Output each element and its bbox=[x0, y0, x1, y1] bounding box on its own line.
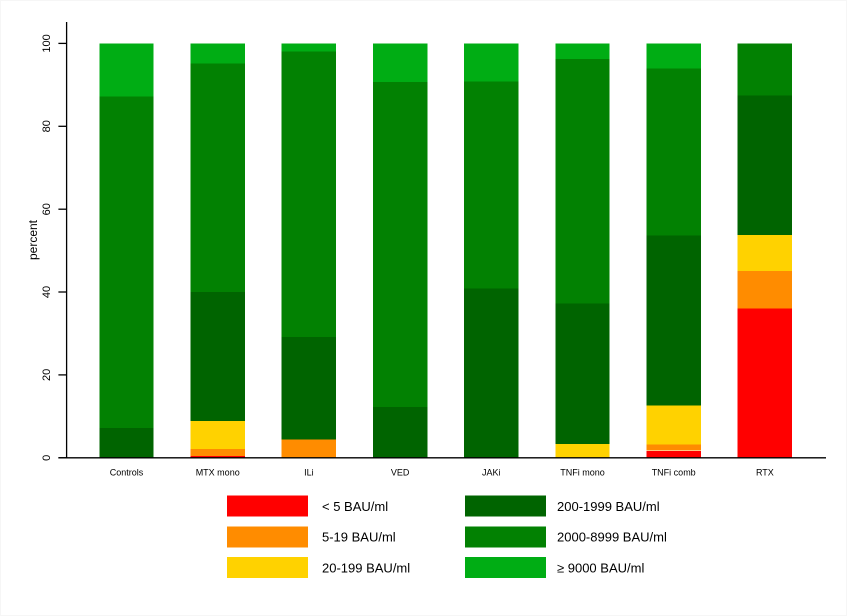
svg-text:JAKi: JAKi bbox=[482, 468, 501, 478]
svg-text:2000-8999 BAU/ml: 2000-8999 BAU/ml bbox=[557, 530, 667, 545]
svg-text:40: 40 bbox=[41, 286, 53, 298]
svg-text:MTX mono: MTX mono bbox=[196, 468, 240, 478]
svg-text:20-199 BAU/ml: 20-199 BAU/ml bbox=[322, 560, 410, 575]
svg-text:VED: VED bbox=[391, 468, 410, 478]
svg-text:0: 0 bbox=[41, 455, 53, 461]
svg-text:200-1999 BAU/ml: 200-1999 BAU/ml bbox=[557, 499, 660, 514]
svg-text:RTX: RTX bbox=[756, 468, 774, 478]
svg-text:< 5 BAU/ml: < 5 BAU/ml bbox=[322, 499, 388, 514]
svg-text:100: 100 bbox=[41, 34, 53, 52]
svg-text:percent: percent bbox=[26, 219, 40, 260]
svg-text:Controls: Controls bbox=[110, 468, 144, 478]
svg-text:5-19 BAU/ml: 5-19 BAU/ml bbox=[322, 530, 396, 545]
svg-text:TNFi comb: TNFi comb bbox=[652, 468, 696, 478]
svg-text:80: 80 bbox=[41, 120, 53, 132]
svg-text:≥ 9000 BAU/ml: ≥ 9000 BAU/ml bbox=[557, 560, 644, 575]
svg-text:ILi: ILi bbox=[304, 468, 314, 478]
svg-text:20: 20 bbox=[41, 369, 53, 381]
svg-text:TNFi mono: TNFi mono bbox=[560, 468, 605, 478]
svg-text:60: 60 bbox=[41, 203, 53, 215]
